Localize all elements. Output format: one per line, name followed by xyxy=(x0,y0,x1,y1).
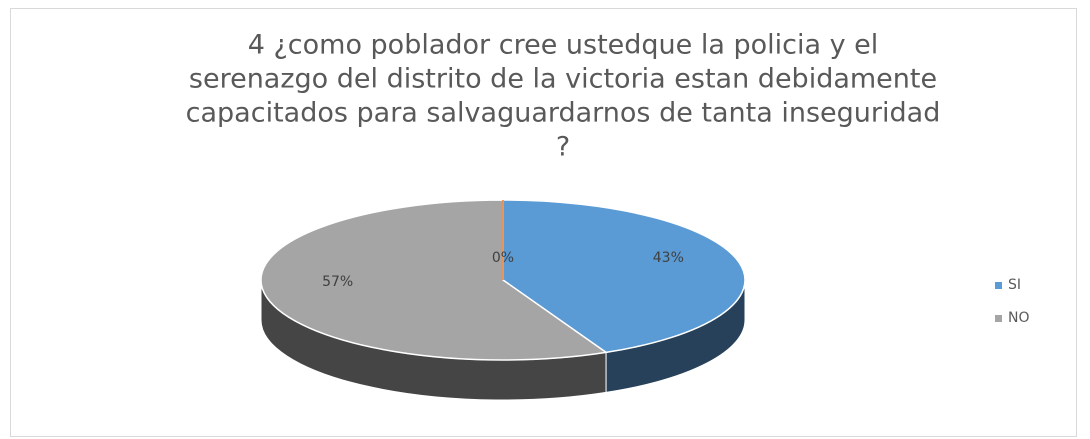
chart-title: serenazgo del distrito de la victoria es… xyxy=(189,64,937,95)
legend-label: NO xyxy=(1008,310,1030,326)
chart-title: ? xyxy=(556,132,570,163)
legend-label: SI xyxy=(1008,277,1021,293)
data-label: 43% xyxy=(653,250,684,266)
slice xyxy=(502,199,746,354)
data-label: 57% xyxy=(322,274,353,290)
legend-swatch xyxy=(995,282,1002,289)
data-label: 0% xyxy=(492,250,514,266)
chart-title: capacitados para salvaguardarnos de tant… xyxy=(186,98,941,129)
chart-title: 4 ¿como poblador cree ustedque la polici… xyxy=(248,30,879,61)
legend-swatch xyxy=(995,315,1002,322)
slice xyxy=(260,199,608,361)
